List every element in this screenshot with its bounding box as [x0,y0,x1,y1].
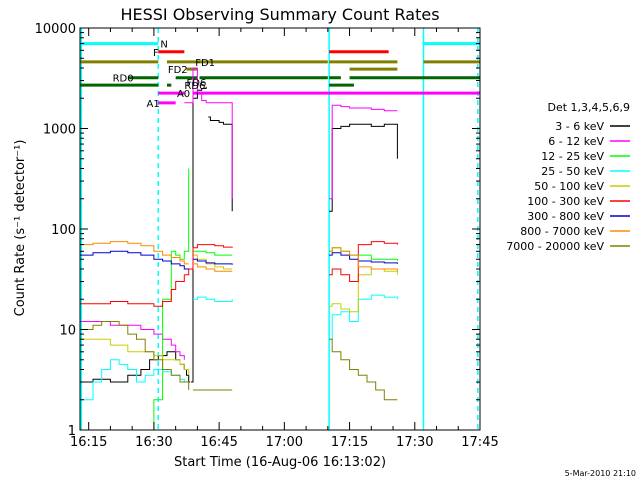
series-line-0-0 [80,351,190,383]
x-axis-label: Start Time (16-Aug-06 16:13:02) [174,455,386,470]
x-tick-label-0: 16:15 [70,435,107,450]
series-line-0-2 [208,116,233,212]
series-line-0-1 [190,86,207,383]
series-line-7-1 [193,263,233,272]
legend-label-6: 300 - 800 keV [527,210,604,223]
series-line-1-2 [206,102,233,199]
flag-label-a0: A0 [177,89,190,100]
y-axis: 1 10 100 1000 10000 [35,22,480,439]
series-line-7-2 [329,247,398,272]
series-line-5-0 [80,274,185,307]
chart-title: HESSI Observing Summary Count Rates [120,5,439,24]
legend-label-0: 3 - 6 keV [555,120,604,133]
flag-label-fd2: FD2 [168,65,188,76]
series-line-1-0 [80,321,185,360]
y-tick-label-3: 1000 [43,123,76,138]
series-line-3-0 [80,359,189,401]
legend-title: Det 1,3,4,5,6,9 [547,101,630,114]
series-line-1-3 [329,104,398,200]
series-line-4-0 [80,338,190,376]
series-line-6-0 [80,250,189,270]
legend-label-2: 12 - 25 keV [541,150,604,163]
flag-label-n: N [160,40,167,51]
legend: Det 1,3,4,5,6,9 3 - 6 keV 6 - 12 keV 12 - … [506,101,630,253]
series-line-2-2 [329,247,398,261]
y-tick-label-2: 100 [51,223,76,238]
x-tick-label-5: 17:30 [396,435,433,450]
footer-timestamp: 5-Mar-2010 21:10 [565,469,636,478]
series-line-4-2 [329,268,398,313]
series-line-8-2 [329,338,398,401]
x-tick-label-6: 17:45 [461,435,498,450]
plot-frame [79,27,481,431]
series-line-5-1 [184,244,233,276]
x-tick-label-2: 16:45 [200,435,237,450]
plot-inner [80,28,480,430]
series-line-3-2 [329,294,398,340]
series-line-2-0 [80,168,190,430]
series-line-6-2 [329,252,398,264]
y-tick-label-1: 10 [59,324,76,339]
flag-label-fd1: FD1 [195,58,215,69]
legend-label-8: 7000 - 20000 keV [506,240,604,253]
series-line-5-2 [329,241,398,282]
series-line-0-3 [329,123,398,212]
series-line-3-1 [193,296,233,302]
series-line-7-0 [80,241,189,265]
flag-label-a1: A1 [147,99,160,110]
x-tick-label-4: 17:15 [331,435,368,450]
x-axis: 16:15 16:30 16:45 17:00 17:15 17:30 17:45 [70,28,499,450]
series-line-4-1 [193,254,233,270]
legend-label-4: 50 - 100 keV [534,180,604,193]
x-tick-label-1: 16:30 [135,435,172,450]
legend-label-1: 6 - 12 keV [548,135,604,148]
series-line-2-1 [193,250,233,256]
flag-label-f: F [153,48,159,59]
series-line-6-1 [193,258,233,265]
legend-label-7: 800 - 7000 keV [520,225,604,238]
flag-label-fd6: FD6 [187,78,207,89]
flag-label-rd6: RD6 [184,81,205,92]
y-tick-label-4: 10000 [35,22,76,37]
x-tick-label-3: 17:00 [266,435,303,450]
legend-label-3: 25 - 50 keV [541,165,604,178]
y-axis-label: Count Rate (s⁻¹ detector⁻¹) [13,140,28,317]
y-tick-label-0: 1 [68,424,76,439]
flag-label-rd0: RD0 [113,74,134,85]
legend-label-5: 100 - 300 keV [527,195,604,208]
series-line-8-0 [80,321,190,390]
series-line-1-1 [184,67,207,104]
